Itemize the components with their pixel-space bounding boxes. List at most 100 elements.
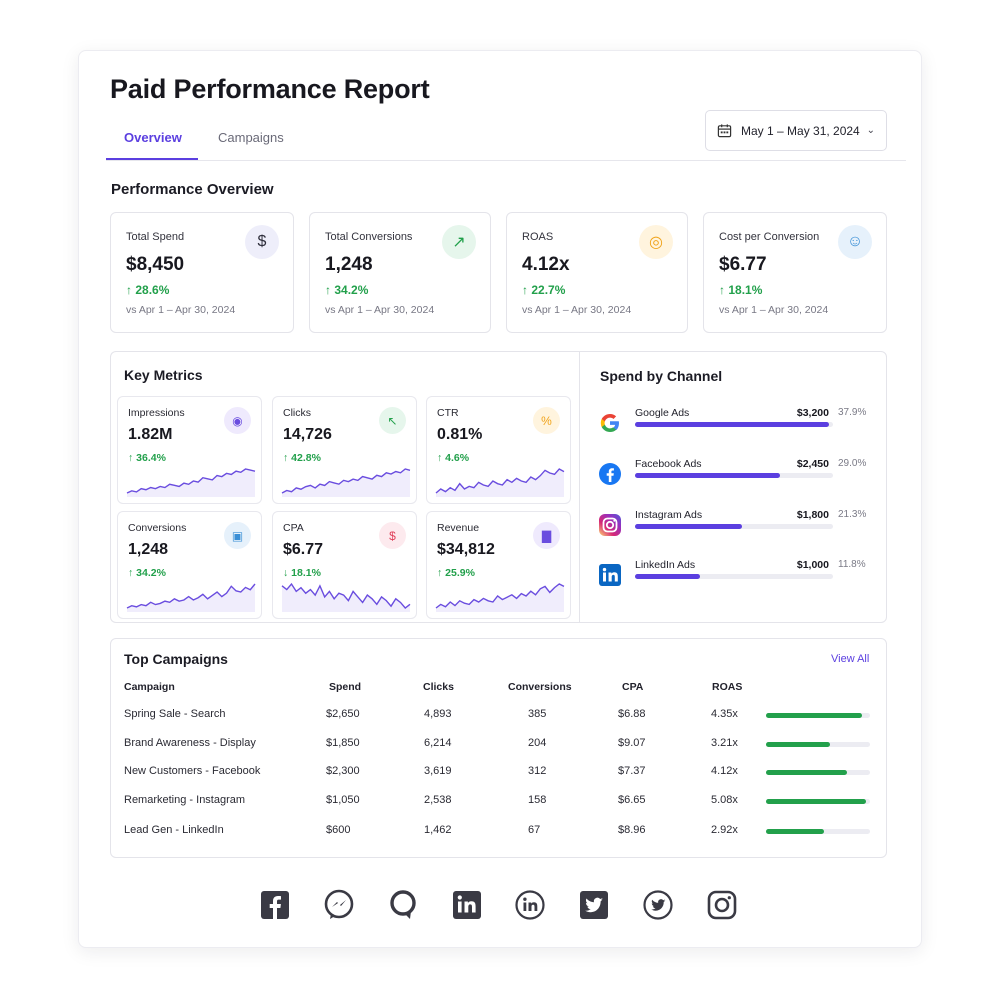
tab-campaigns[interactable]: Campaigns xyxy=(218,130,284,145)
view-all-link[interactable]: View All xyxy=(831,653,870,665)
page-title: Paid Performance Report xyxy=(110,74,430,104)
roas-bar-fill xyxy=(766,742,831,747)
campaign-conversions: 204 xyxy=(528,737,547,749)
arrow-up-icon: ↑ xyxy=(325,283,335,297)
metric-value: 14,726 xyxy=(283,426,332,443)
kpi-label: Cost per Conversion xyxy=(719,231,820,243)
channel-bar-fill xyxy=(635,524,742,529)
twitter-circle-icon[interactable] xyxy=(641,888,675,922)
messenger-icon[interactable] xyxy=(322,888,356,922)
kpi-value: $6.77 xyxy=(719,254,767,275)
linkedin-icon[interactable] xyxy=(450,888,484,922)
chart-icon: ▇ xyxy=(533,522,560,549)
tab-overview[interactable]: Overview xyxy=(124,130,182,145)
metric-change-value: 25.9% xyxy=(445,567,475,579)
table-row[interactable]: Spring Sale - Search $2,650 4,893 385 $6.88 4… xyxy=(124,708,874,728)
metric-value: $6.77 xyxy=(283,541,324,558)
linkedin-icon xyxy=(599,564,621,586)
kpi-change-value: 18.1% xyxy=(728,283,763,297)
metric-value: 0.81% xyxy=(437,426,483,443)
chevron-down-icon: ⌄ xyxy=(866,125,875,136)
linkedin-circle-icon[interactable] xyxy=(513,888,547,922)
dollar-icon: $ xyxy=(245,225,279,259)
facebook-icon xyxy=(599,463,621,485)
campaign-conversions: 158 xyxy=(528,794,547,806)
twitter-icon[interactable] xyxy=(577,888,611,922)
table-row[interactable]: Lead Gen - LinkedIn $600 1,462 67 $8.96 2.92x xyxy=(124,824,874,844)
google-icon xyxy=(600,414,619,432)
arrow-up-icon: ↑ xyxy=(522,283,532,297)
campaign-spend: $2,300 xyxy=(326,765,360,777)
kpi-card: Total Conversions 1,248 ↑ 34.2% vs Apr 1 – … xyxy=(309,212,491,333)
sparkline xyxy=(281,468,411,497)
campaign-cpa: $7.37 xyxy=(618,765,646,777)
metric-card: Clicks 14,726 ↑ 42.8% ↖ xyxy=(272,396,417,504)
metric-card: Revenue $34,812 ↑ 25.9% ▇ xyxy=(426,511,571,619)
channel-percent: 11.8% xyxy=(838,559,866,570)
metric-change: ↑ 36.4% xyxy=(128,452,166,464)
instagram-icon xyxy=(599,514,621,536)
bag-icon: ▣ xyxy=(224,522,251,549)
kpi-card: Total Spend $8,450 ↑ 28.6% vs Apr 1 – Apr 3… xyxy=(110,212,294,333)
table-row[interactable]: Brand Awareness - Display $1,850 6,214 204 $… xyxy=(124,737,874,757)
campaign-spend: $2,650 xyxy=(326,708,360,720)
campaign-clicks: 3,619 xyxy=(424,765,452,777)
sparkline xyxy=(435,583,565,612)
channel-bar-fill xyxy=(635,574,701,579)
metric-change-value: 36.4% xyxy=(136,452,166,464)
chat-bubble-icon[interactable] xyxy=(386,888,420,922)
channel-amount: $2,450 xyxy=(796,458,829,470)
roas-bar-track xyxy=(766,742,870,747)
channel-row: LinkedIn Ads $1,000 11.8% xyxy=(598,559,870,599)
roas-bar-fill xyxy=(766,713,862,718)
campaign-spend: $1,050 xyxy=(326,794,360,806)
campaign-cpa: $6.65 xyxy=(618,794,646,806)
sparkline-area xyxy=(282,469,410,497)
campaign-roas: 4.12x xyxy=(711,765,738,777)
campaign-roas: 3.21x xyxy=(711,737,738,749)
kpi-change: ↑ 22.7% xyxy=(522,283,565,297)
kpi-label: Total Spend xyxy=(126,231,185,243)
target-icon: ◎ xyxy=(639,225,673,259)
campaign-clicks: 2,538 xyxy=(424,794,452,806)
metric-change: ↑ 42.8% xyxy=(283,452,321,464)
sparkline xyxy=(126,583,256,612)
percent-icon: % xyxy=(533,407,560,434)
channel-row: Facebook Ads $2,450 29.0% xyxy=(598,458,870,498)
cursor-icon: ↖ xyxy=(379,407,406,434)
metric-card: Impressions 1.82M ↑ 36.4% ◉ xyxy=(117,396,262,504)
kpi-change: ↑ 28.6% xyxy=(126,283,169,297)
sparkline-area xyxy=(127,584,255,612)
channel-bar-track xyxy=(635,524,833,529)
facebook-icon[interactable] xyxy=(258,888,292,922)
key-metrics-title: Key Metrics xyxy=(124,367,203,383)
kpi-value: $8,450 xyxy=(126,254,185,275)
campaign-name: New Customers - Facebook xyxy=(124,765,261,777)
kpi-card: ROAS 4.12x ↑ 22.7% vs Apr 1 – Apr 30, 2024 ◎ xyxy=(506,212,688,333)
spend-by-channel-title: Spend by Channel xyxy=(600,368,723,384)
metric-value: 1.82M xyxy=(128,426,173,443)
kpi-compare: vs Apr 1 – Apr 30, 2024 xyxy=(522,304,632,316)
table-row[interactable]: Remarketing - Instagram $1,050 2,538 158 $6.… xyxy=(124,794,874,814)
kpi-change: ↑ 34.2% xyxy=(325,283,368,297)
sparkline-line xyxy=(435,468,565,494)
date-range-label: May 1 – May 31, 2024 xyxy=(741,123,860,138)
metric-change-value: 42.8% xyxy=(291,452,321,464)
kpi-change-value: 22.7% xyxy=(531,283,566,297)
date-range-picker[interactable]: May 1 – May 31, 2024 ⌄ xyxy=(705,110,887,151)
campaign-spend: $1,850 xyxy=(326,737,360,749)
instagram-icon[interactable] xyxy=(705,888,739,922)
sparkline-line xyxy=(126,583,256,609)
table-row[interactable]: New Customers - Facebook $2,300 3,619 312 $7… xyxy=(124,765,874,785)
roas-bar-fill xyxy=(766,770,848,775)
campaign-roas: 2.92x xyxy=(711,824,738,836)
roas-bar-track xyxy=(766,799,870,804)
sparkline xyxy=(126,468,256,497)
arrow-down-icon: ↓ xyxy=(283,567,292,579)
metric-change-value: 18.1% xyxy=(291,567,321,579)
channel-bar-track xyxy=(635,473,833,478)
kpi-compare: vs Apr 1 – Apr 30, 2024 xyxy=(325,304,435,316)
metric-card: Conversions 1,248 ↑ 34.2% ▣ xyxy=(117,511,262,619)
column-header-clicks: Clicks xyxy=(423,681,454,693)
sparkline-line xyxy=(435,583,565,609)
